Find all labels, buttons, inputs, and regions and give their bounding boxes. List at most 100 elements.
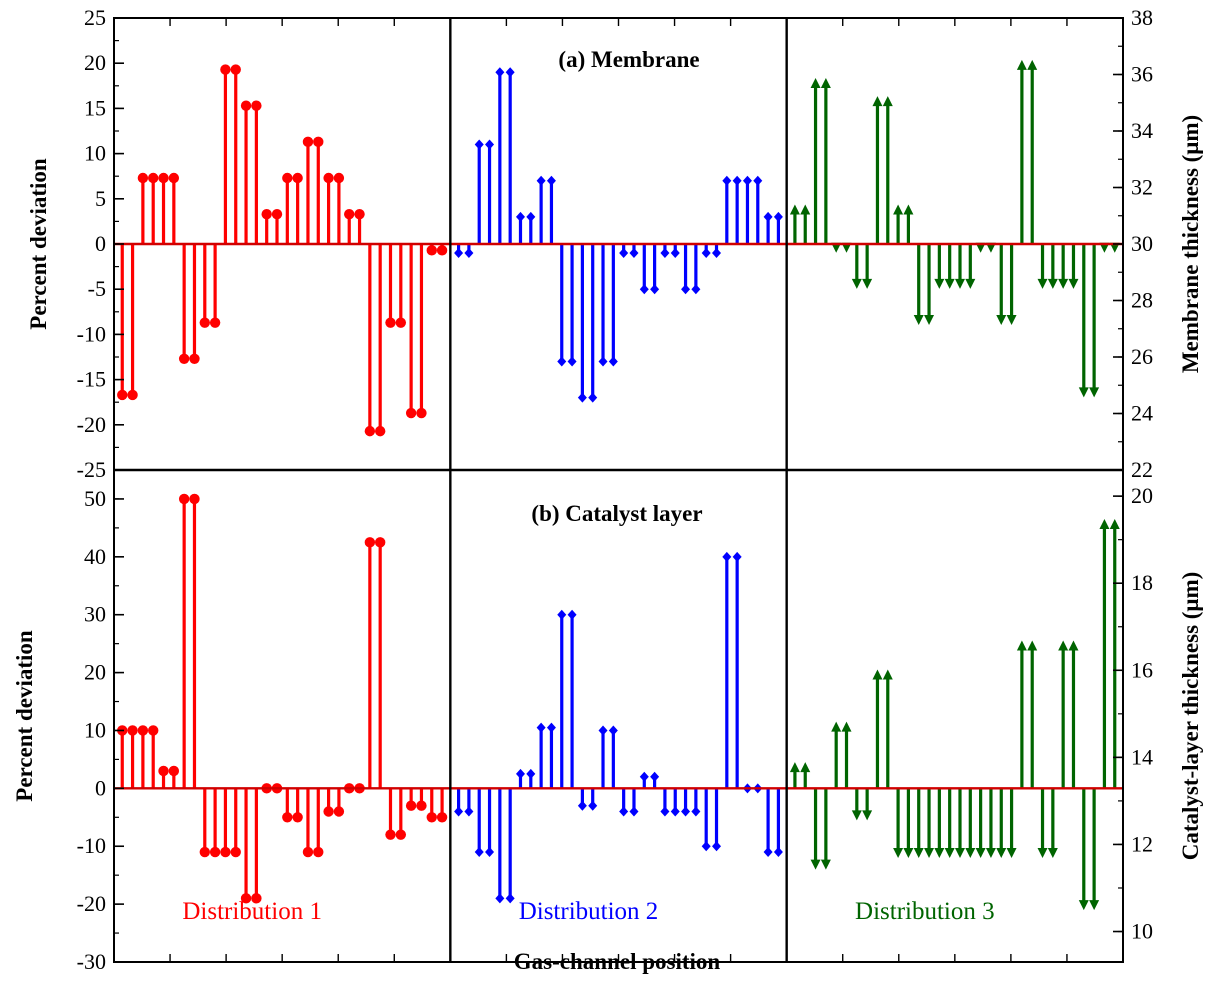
y-right-tick-label: 30 xyxy=(1131,231,1153,256)
stem-marker xyxy=(882,669,893,680)
stem-marker xyxy=(670,248,680,259)
y-tick-label: -10 xyxy=(77,321,106,346)
stem-marker xyxy=(220,846,231,858)
stem-marker xyxy=(608,356,618,367)
stem-marker xyxy=(742,175,752,186)
stem-marker xyxy=(639,771,649,782)
stem-marker xyxy=(313,136,324,148)
stem-marker xyxy=(436,812,448,823)
stem-marker xyxy=(701,248,711,259)
stem-marker xyxy=(240,100,252,111)
stem-marker xyxy=(913,315,924,326)
y-right-tick-label: 22 xyxy=(1131,457,1153,482)
stem-marker xyxy=(810,859,821,870)
stem-marker xyxy=(199,317,210,328)
stem-marker xyxy=(924,315,935,326)
stem-marker xyxy=(137,172,149,184)
stem-marker xyxy=(464,248,474,259)
series-distribution-3 xyxy=(789,518,1120,911)
stem-marker xyxy=(1016,59,1027,70)
stem-marker xyxy=(251,893,262,904)
y-tick-label: 50 xyxy=(84,486,106,511)
panel-title: (b) Catalyst layer xyxy=(531,501,702,526)
stem-marker xyxy=(1047,278,1058,289)
y-right-tick-label: 12 xyxy=(1131,831,1153,856)
stem-marker xyxy=(1068,278,1079,289)
stem-marker xyxy=(148,172,159,184)
stem-marker xyxy=(189,493,200,505)
stem-marker xyxy=(515,768,525,779)
stem-marker xyxy=(567,356,577,367)
series-distribution-1 xyxy=(117,493,448,904)
stem-marker xyxy=(831,242,842,253)
stem-marker xyxy=(405,407,417,419)
stem-marker xyxy=(1099,242,1110,253)
stem-marker xyxy=(681,806,691,817)
stem-marker xyxy=(924,848,935,859)
y-right-tick-label: 26 xyxy=(1131,344,1153,369)
stem-marker xyxy=(557,609,567,620)
x-axis-title: Gas-channel position xyxy=(514,949,721,974)
stem-marker xyxy=(292,172,303,184)
stem-marker xyxy=(344,208,355,220)
stem-marker xyxy=(712,248,722,259)
stem-marker xyxy=(619,806,629,817)
stem-marker xyxy=(1099,518,1110,529)
stem-marker xyxy=(1109,242,1120,253)
stem-marker xyxy=(364,537,376,548)
series-distribution-2 xyxy=(454,551,783,904)
stem-marker xyxy=(1109,518,1120,529)
stem-marker xyxy=(364,425,376,437)
y-tick-label: -25 xyxy=(77,457,106,482)
stem-marker xyxy=(598,725,608,736)
stem-marker xyxy=(862,810,873,821)
stem-marker xyxy=(872,96,883,107)
y-tick-label: 30 xyxy=(84,602,106,627)
stem-marker xyxy=(385,317,396,328)
stem-marker xyxy=(282,812,293,823)
stem-marker xyxy=(944,278,955,289)
y-right-axis-title: Catalyst-layer thickness (μm) xyxy=(1178,572,1203,861)
stem-marker xyxy=(820,77,831,88)
stem-marker xyxy=(1068,640,1079,651)
stem-marker xyxy=(117,389,128,401)
stem-marker xyxy=(1027,59,1038,70)
stem-marker xyxy=(374,425,386,437)
stem-marker xyxy=(1089,387,1100,398)
y-tick-label: -20 xyxy=(77,891,106,916)
stem-marker xyxy=(323,806,334,817)
stem-marker xyxy=(405,800,417,811)
stem-marker xyxy=(282,172,293,184)
y-tick-label: -30 xyxy=(77,949,106,974)
stem-marker xyxy=(712,841,722,852)
panel-title: (a) Membrane xyxy=(558,47,699,72)
stem-marker xyxy=(934,848,945,859)
stem-marker xyxy=(650,284,660,295)
y-tick-label: 25 xyxy=(84,5,106,30)
stem-marker xyxy=(474,847,484,858)
stem-marker xyxy=(789,762,800,773)
stem-marker xyxy=(893,848,904,859)
y-right-tick-label: 16 xyxy=(1131,657,1153,682)
stem-marker xyxy=(137,725,149,736)
stem-marker xyxy=(199,846,210,858)
stem-marker xyxy=(495,893,505,904)
y-tick-label: 20 xyxy=(84,660,106,685)
series-distribution-3 xyxy=(789,59,1120,398)
stem-marker xyxy=(127,389,138,401)
stem-marker xyxy=(546,722,556,733)
y-tick-label: 0 xyxy=(95,231,106,256)
stem-marker xyxy=(996,848,1007,859)
stem-marker xyxy=(536,722,546,733)
stem-marker xyxy=(557,356,567,367)
stem-marker xyxy=(753,175,763,186)
series-distribution-1 xyxy=(117,64,448,437)
stem-marker xyxy=(954,278,965,289)
stem-marker xyxy=(893,204,904,215)
stem-marker xyxy=(851,278,862,289)
stem-marker xyxy=(1058,640,1069,651)
stem-marker xyxy=(841,242,852,253)
stem-marker xyxy=(773,211,783,222)
stem-marker xyxy=(820,859,831,870)
